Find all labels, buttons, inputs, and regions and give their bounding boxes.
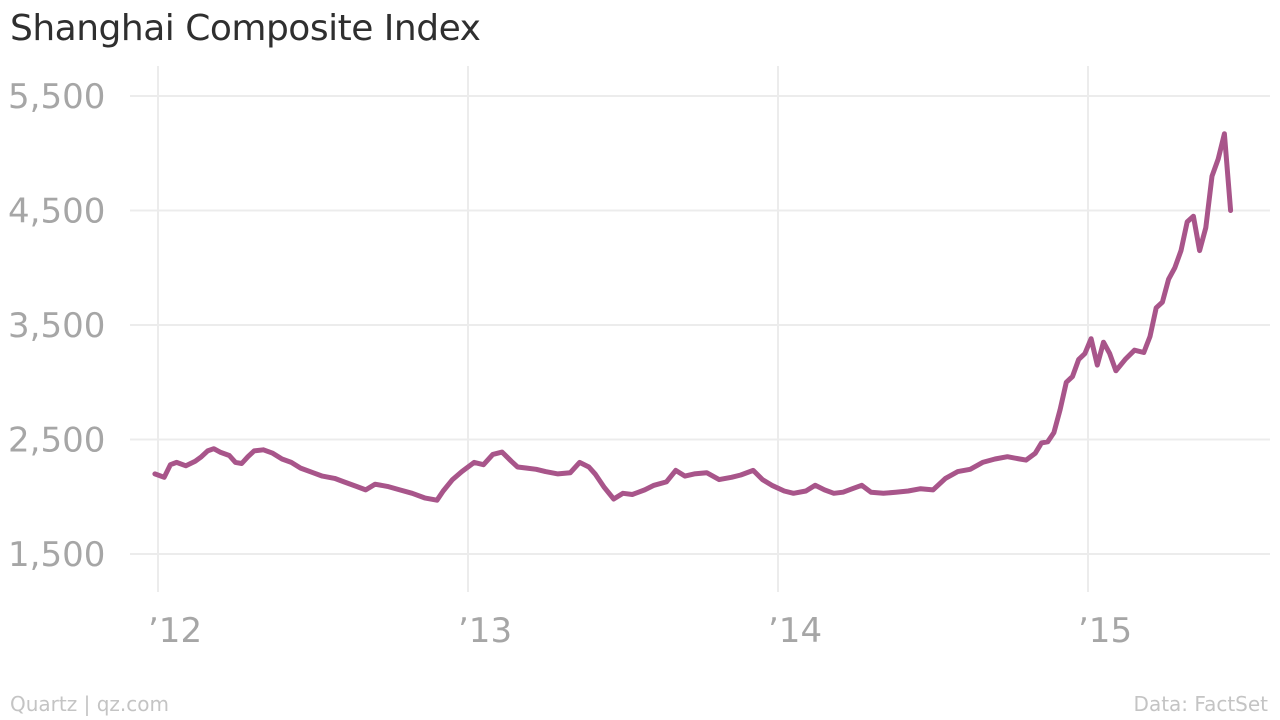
- series-line: [152, 131, 1234, 503]
- y-tick-label: 1,500: [8, 535, 105, 575]
- x-tick-label: ’12: [148, 611, 202, 651]
- y-tick-label: 2,500: [8, 421, 105, 461]
- y-axis-ticks: 1,500 2,500 3,500 4,500 5,500: [8, 77, 105, 575]
- y-tick-label: 4,500: [8, 192, 105, 232]
- y-tick-label: 5,500: [8, 77, 105, 117]
- x-tick-label: ’14: [768, 611, 822, 651]
- series-layer: [152, 131, 1234, 503]
- y-tick-label: 3,500: [8, 306, 105, 346]
- data-source: Data: FactSet: [1133, 692, 1268, 716]
- source-credit: Quartz | qz.com: [10, 692, 169, 716]
- x-tick-label: ’13: [458, 611, 512, 651]
- x-tick-label: ’15: [1078, 611, 1132, 651]
- x-axis-ticks: ’12 ’13 ’14 ’15: [148, 611, 1132, 651]
- chart-title: Shanghai Composite Index: [10, 8, 481, 49]
- grid-lines: [130, 66, 1270, 592]
